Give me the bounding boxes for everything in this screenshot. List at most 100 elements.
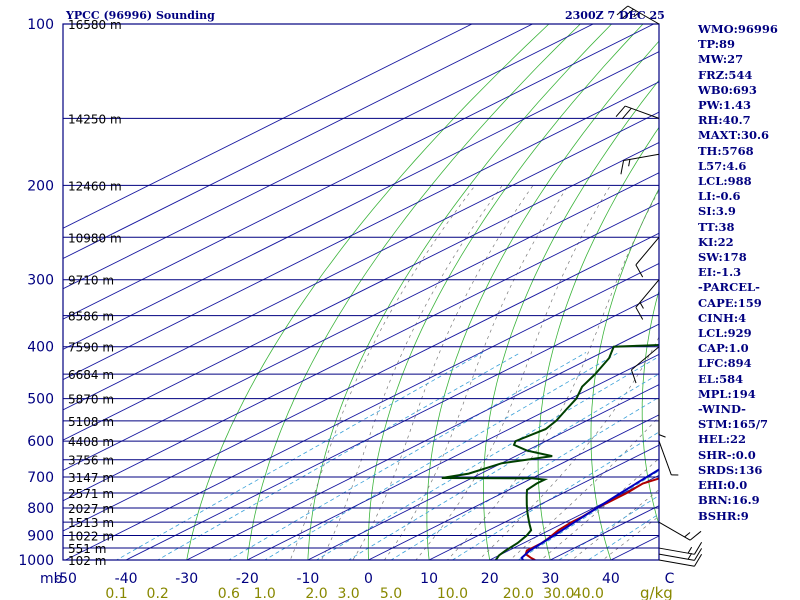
height-label: 2571 m (68, 487, 114, 501)
stat-item: BRN:16.9 (698, 493, 760, 508)
temperature-tick-label: 0 (364, 571, 373, 587)
dry-adiabat-line (641, 289, 659, 526)
mixing-ratio-line (115, 352, 484, 560)
wind-barb-flag (615, 105, 626, 118)
stat-item: EL:584 (698, 371, 744, 386)
isotherm-line (428, 444, 659, 560)
wind-barb-flag (694, 548, 703, 561)
mixing-ratio-lines (115, 352, 659, 560)
mixing-ratio-line (263, 352, 619, 560)
wind-barb-flag (621, 107, 632, 120)
dry-adiabat-line (483, 79, 659, 560)
pressure-tick-label: 500 (27, 392, 54, 408)
wind-barb-flag (620, 160, 625, 175)
temperature-tick-label: 40 (602, 571, 620, 587)
height-label: 9710 m (68, 274, 114, 288)
pressure-tick-label: 900 (27, 528, 54, 544)
wind-barb (658, 553, 703, 567)
chart-datetime: 2300Z 7 DEC 25 (565, 9, 665, 22)
wind-barb-flag (687, 552, 693, 560)
stat-item: KI:22 (698, 234, 734, 249)
wind-barb-staff (631, 346, 660, 371)
stat-item: TP:89 (698, 37, 736, 52)
stat-item: LCL:988 (698, 174, 752, 189)
mixing-ratio-line (228, 352, 587, 560)
pressure-tick-labels: 1000 900 800 700 600 500 400 300 200 100 (18, 17, 54, 569)
isotherm-line (186, 323, 659, 560)
mixing-ratio-line (347, 373, 659, 560)
wind-barb-flag (687, 546, 693, 554)
stat-item: STM:165/7 (698, 417, 769, 432)
height-label: 8586 m (68, 310, 114, 324)
wind-barb (658, 398, 666, 438)
stat-item: -PARCEL- (698, 280, 760, 295)
height-label: 551 m (68, 542, 106, 556)
stat-item: SHR-:0.0 (698, 447, 756, 462)
wind-barb-flag (694, 542, 703, 555)
wind-barb-flag (689, 530, 702, 541)
temperature-tick-labels: -50 -40 -30 -20 -10 0 10 20 30 40 C (54, 571, 675, 587)
dry-adiabat-line (246, 24, 581, 560)
isotherm-line (63, 24, 594, 290)
isotherm-line (63, 232, 659, 532)
isotherm-line (63, 24, 473, 229)
isotherm-line (63, 172, 659, 471)
mixing-ratio-line (390, 396, 659, 560)
height-label: 7590 m (68, 341, 114, 355)
temperature-tick-label: 30 (541, 571, 559, 587)
stat-item: HEL:22 (698, 432, 746, 447)
wind-barb-flag (639, 302, 644, 309)
mixing-ratio-line (587, 513, 659, 560)
moist-adiabat-line (321, 185, 503, 560)
wind-barb (658, 440, 679, 476)
stat-item: BSHR:9 (698, 508, 749, 523)
dewpoint-line (441, 344, 659, 560)
wind-barb-flag (630, 369, 637, 384)
temperature-tick-label: -40 (115, 571, 138, 587)
height-label: 1513 m (68, 516, 114, 530)
moist-adiabat-line (352, 185, 534, 560)
isotherm-line (63, 24, 533, 260)
moist-adiabat-line (289, 185, 476, 560)
temperature-tick-label: -20 (236, 571, 259, 587)
stat-item: CINH:4 (698, 310, 747, 325)
dry-adiabat-line (426, 40, 659, 560)
wind-barb-flag (635, 307, 644, 320)
pressure-tick-label: 100 (27, 17, 54, 33)
stat-item: -WIND- (698, 402, 746, 417)
isotherm-line (247, 353, 659, 560)
wind-barb-flag (633, 12, 640, 18)
height-label: 14250 m (68, 112, 122, 126)
pressure-tick-label: 600 (27, 434, 54, 450)
stat-item: LFC:894 (698, 356, 752, 371)
isotherm-line (63, 24, 654, 320)
height-label: 16580 m (68, 18, 122, 32)
pressure-tick-label: 300 (27, 273, 54, 289)
height-labels: 16580 m 14250 m 12460 m 10980 m 9710 m 8586 m… (68, 18, 122, 568)
stat-item: TH:5768 (698, 143, 754, 158)
parcel-line (520, 468, 659, 560)
height-label: 102 m (68, 554, 106, 568)
isotherm-line (63, 111, 659, 411)
wind-barb-flag (628, 159, 631, 167)
stat-item: MW:27 (698, 52, 744, 67)
temperature-tick-label: C (665, 571, 675, 587)
mixing-ratio-tick-label: 40.0 (573, 586, 604, 600)
wind-barb-flag (635, 264, 644, 278)
mixing-ratio-unit-label: g/kg (640, 584, 673, 600)
mixing-ratio-tick-label: 20.0 (503, 586, 534, 600)
pressure-tick-label: 200 (27, 178, 54, 194)
wind-barb (658, 542, 703, 555)
stat-item: WMO:96996 (698, 22, 778, 36)
mixing-ratio-tick-labels: 0.1 0.2 0.6 1.0 2.0 3.0 5.0 10.0 20.0 30.040.0 (105, 586, 603, 600)
wind-barb-staff (658, 440, 672, 476)
stat-item: LI:-0.6 (698, 189, 741, 204)
dry-adiabat-line (307, 24, 612, 560)
wind-barb (630, 346, 660, 384)
y-axis-unit-label: mb (40, 571, 63, 587)
height-label: 5870 m (68, 393, 114, 407)
height-label: 12460 m (68, 179, 122, 193)
wind-barb (658, 548, 703, 561)
isotherm-line (368, 414, 659, 560)
